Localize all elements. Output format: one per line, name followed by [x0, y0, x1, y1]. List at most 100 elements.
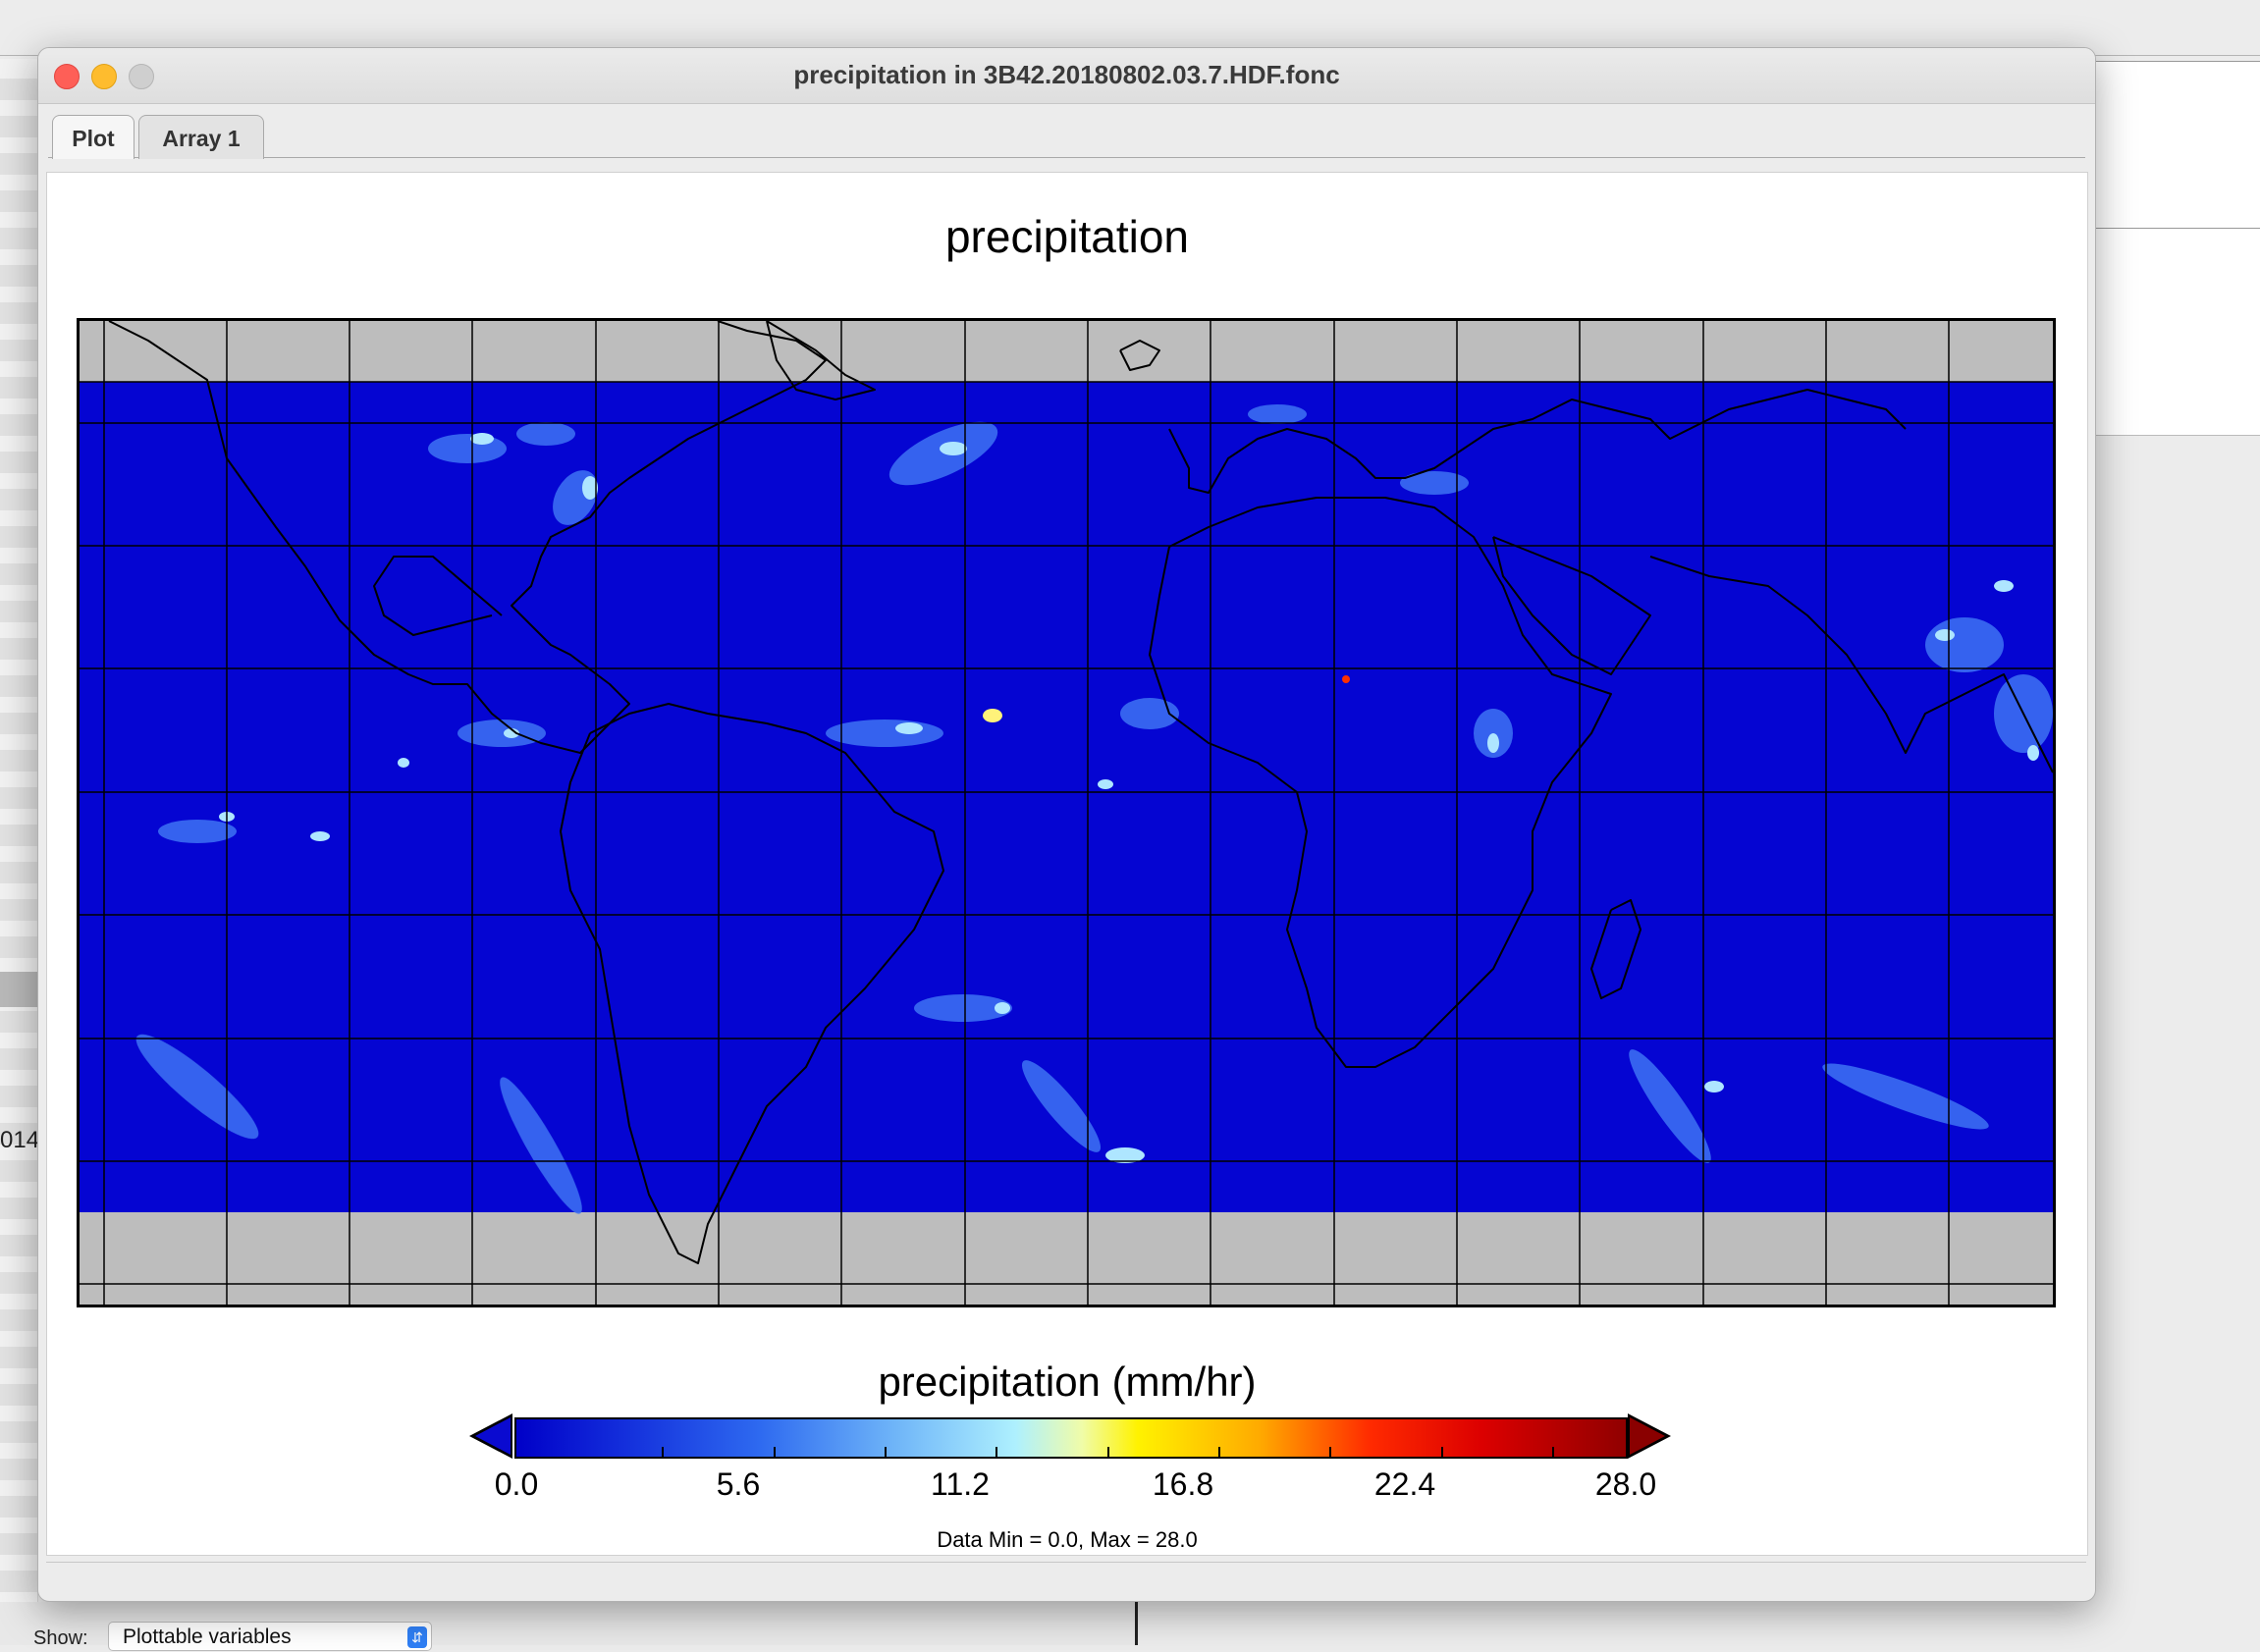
background-list-row[interactable] — [0, 1235, 37, 1256]
tab-array-1[interactable]: Array 1 — [138, 115, 264, 159]
background-right-divider — [2094, 228, 2260, 229]
background-list-row[interactable] — [0, 79, 37, 100]
colorbar-major-tick — [995, 1447, 997, 1459]
plot-window: precipitation in 3B42.20180802.03.7.HDF.… — [37, 47, 2096, 1602]
show-label: Show: — [33, 1627, 88, 1649]
gulf-of-mexico-coast — [373, 556, 503, 636]
europe-coast — [1168, 389, 1907, 494]
madagascar-coast — [1590, 899, 1641, 999]
background-list-row[interactable] — [0, 1347, 37, 1368]
background-list-row[interactable] — [0, 340, 37, 361]
greenland-coast — [766, 321, 876, 400]
colorbar-overflow-fill — [1630, 1417, 1665, 1455]
background-list-row[interactable] — [0, 526, 37, 548]
background-list-row[interactable] — [0, 787, 37, 809]
colorbar-tick-label: 22.4 — [1373, 1466, 1436, 1502]
heavy-rain-cells — [983, 675, 1350, 722]
background-list-row[interactable] — [0, 228, 37, 249]
map-svg — [80, 321, 2053, 1305]
colorbar-title: precipitation (mm/hr) — [878, 1359, 1257, 1405]
show-filter-value: Plottable variables — [123, 1625, 292, 1648]
plot-panel: precipitation — [46, 172, 2088, 1556]
precip-field — [80, 382, 2053, 1212]
colorbar-minor-tick — [662, 1447, 664, 1459]
background-list-row[interactable] — [0, 1421, 37, 1443]
background-list-row[interactable] — [0, 563, 37, 585]
background-list-row[interactable] — [0, 153, 37, 175]
background-list-row[interactable] — [0, 1198, 37, 1219]
background-list-row[interactable] — [0, 1160, 37, 1182]
background-list-row[interactable] — [0, 1272, 37, 1294]
no-data-band-south — [80, 1212, 2053, 1305]
north-america-coast — [108, 321, 827, 754]
south-asia-coast — [1649, 556, 2053, 773]
colorbar-minor-tick — [1107, 1447, 1109, 1459]
colorbar-major-tick — [774, 1447, 776, 1459]
colorbar-underflow-fill — [475, 1417, 511, 1455]
window-titlebar[interactable]: precipitation in 3B42.20180802.03.7.HDF.… — [38, 48, 2095, 104]
background-list-row[interactable] — [0, 601, 37, 622]
graticule — [80, 321, 2053, 1305]
background-list-row[interactable] — [0, 750, 37, 772]
background-list-row[interactable] — [0, 302, 37, 324]
background-list-row[interactable] — [0, 1011, 37, 1033]
colorbar-tick-label: 28.0 — [1594, 1466, 1657, 1502]
no-data-band-north — [80, 321, 2053, 382]
background-list-row[interactable] — [0, 713, 37, 734]
background-list-row[interactable] — [0, 862, 37, 883]
background-list-row[interactable] — [0, 1459, 37, 1480]
colorbar-tick-label: 16.8 — [1152, 1466, 1214, 1502]
data-range-text: Data Min = 0.0, Max = 28.0 — [937, 1527, 1198, 1552]
south-america-coast — [560, 703, 944, 1264]
colorbar-major-tick — [1441, 1447, 1443, 1459]
show-filter-select[interactable]: Plottable variables ⇵ — [108, 1622, 432, 1651]
minimize-button[interactable] — [91, 64, 117, 89]
background-list-row[interactable] — [0, 116, 37, 137]
coastlines — [108, 321, 2053, 1264]
tab-bar-baseline — [48, 157, 2085, 158]
background-list-row[interactable] — [0, 1309, 37, 1331]
background-list-row[interactable] — [0, 899, 37, 921]
background-list-row[interactable] — [0, 825, 37, 846]
tab-plot[interactable]: Plot — [52, 115, 135, 159]
precipitation-map — [77, 318, 2056, 1307]
plot-title: precipitation — [944, 211, 1190, 262]
colorbar-minor-tick — [1329, 1447, 1331, 1459]
background-list-row[interactable] — [0, 190, 37, 212]
background-list-row[interactable] — [0, 1123, 37, 1145]
background-list-row[interactable] — [0, 936, 37, 958]
colorbar-major-tick — [1218, 1447, 1220, 1459]
background-list-row[interactable] — [0, 1086, 37, 1107]
background-list-row[interactable] — [0, 265, 37, 287]
background-list-row[interactable] — [0, 1496, 37, 1518]
background-list-row[interactable] — [0, 675, 37, 697]
background-list-row[interactable] — [0, 1384, 37, 1406]
background-right-panel — [2094, 61, 2260, 436]
colorbar-tick-label: 11.2 — [931, 1466, 990, 1502]
background-list-row[interactable] — [0, 414, 37, 436]
background-list-row[interactable] — [0, 1571, 37, 1592]
colorbar-tick-label: 0.0 — [494, 1466, 539, 1502]
arabia-coast — [1492, 536, 1651, 675]
background-list-row[interactable] — [0, 452, 37, 473]
background-list-row[interactable] — [0, 489, 37, 510]
window-title: precipitation in 3B42.20180802.03.7.HDF.… — [793, 60, 1340, 89]
uk-coast — [1119, 340, 1160, 371]
zoom-button[interactable] — [129, 64, 154, 89]
select-stepper-icon: ⇵ — [407, 1626, 427, 1648]
close-button[interactable] — [54, 64, 80, 89]
africa-coast — [1149, 497, 1612, 1068]
colorbar-minor-tick — [885, 1447, 887, 1459]
moderate-rain-cells — [219, 433, 2039, 1163]
background-selected-row[interactable] — [0, 972, 37, 1007]
background-list-row[interactable] — [0, 377, 37, 399]
window-bottom-bar — [46, 1562, 2086, 1592]
colorbar — [514, 1417, 1628, 1459]
background-splitter[interactable] — [1135, 1602, 1138, 1645]
background-row-number: 014 — [0, 1127, 40, 1153]
colorbar-tick-label: 5.6 — [716, 1466, 761, 1502]
background-list-row[interactable] — [0, 638, 37, 660]
background-list-row[interactable] — [0, 1048, 37, 1070]
background-list-row[interactable] — [0, 1533, 37, 1555]
colorbar-minor-tick — [1552, 1447, 1554, 1459]
